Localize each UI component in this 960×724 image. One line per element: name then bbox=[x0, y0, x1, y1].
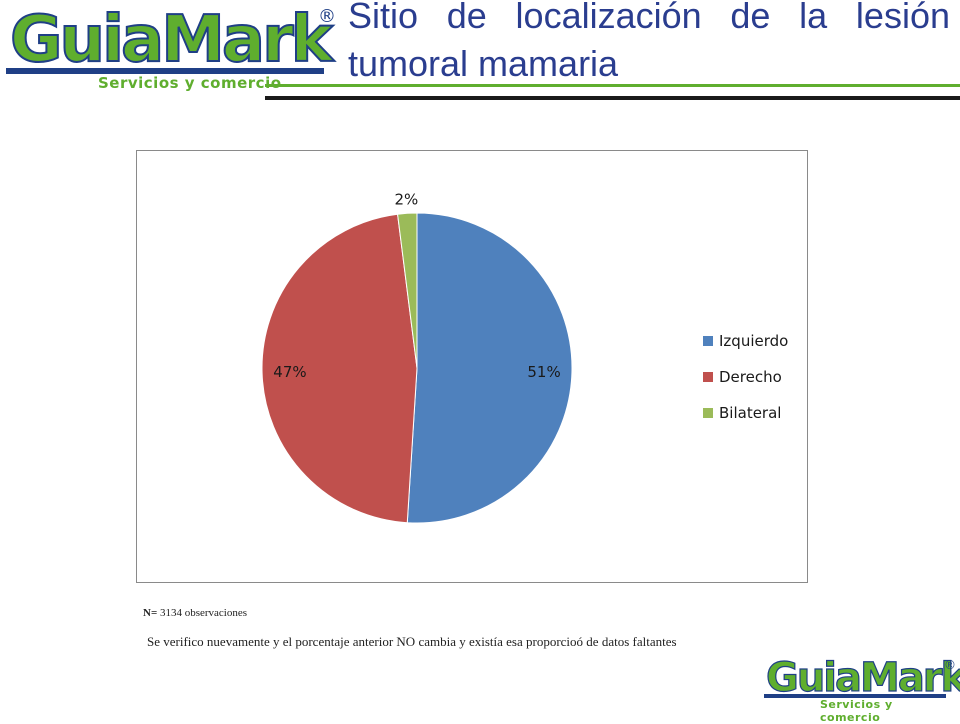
pie-chart: 51% 47% 2% bbox=[261, 190, 573, 524]
legend-label: Bilateral bbox=[719, 404, 782, 422]
sample-size-note: N= 3134 observaciones bbox=[143, 607, 247, 619]
n-label: N= bbox=[143, 607, 158, 619]
pie-chart-frame: 51% 47% 2% Izquierdo Derecho Bilateral bbox=[136, 150, 808, 583]
title-line-2: tumoral mamaria bbox=[348, 43, 619, 84]
pie-slice-izquierdo bbox=[406, 212, 573, 524]
logo-wordmark: GuiaMark bbox=[9, 3, 334, 77]
legend-swatch bbox=[703, 336, 713, 346]
chart-legend: Izquierdo Derecho Bilateral bbox=[703, 323, 788, 431]
guiamark-logo-footer: GuiaMark ® Servicios y comercio bbox=[764, 655, 960, 724]
legend-label: Derecho bbox=[719, 368, 782, 386]
footnote: Se verifico nuevamente y el porcentaje a… bbox=[147, 634, 677, 649]
pie-slice-bilateral bbox=[397, 212, 418, 369]
legend-item-derecho: Derecho bbox=[703, 359, 788, 395]
logo-underline bbox=[6, 68, 324, 74]
guiamark-logo: GuiaMark ® Servicios y comercio bbox=[6, 3, 336, 94]
title-line-1: Sitio de localización de la lesión bbox=[348, 0, 950, 36]
logo-subtitle: Servicios y comercio bbox=[98, 74, 282, 92]
legend-label: Izquierdo bbox=[719, 332, 789, 350]
header-rule-black bbox=[265, 96, 960, 100]
header-rule-green bbox=[265, 84, 960, 87]
registered-mark: ® bbox=[944, 658, 956, 672]
logo-underline bbox=[764, 694, 946, 698]
legend-swatch bbox=[703, 408, 713, 418]
logo-subtitle: Servicios y comercio bbox=[820, 698, 893, 724]
data-label-izquierdo: 51% bbox=[527, 363, 560, 381]
legend-item-izquierdo: Izquierdo bbox=[703, 323, 788, 359]
legend-item-bilateral: Bilateral bbox=[703, 395, 788, 431]
legend-swatch bbox=[703, 372, 713, 382]
logo-wordmark: GuiaMark bbox=[765, 655, 960, 701]
slide-title: Sitio de localización de la lesión tumor… bbox=[348, 0, 950, 88]
data-label-derecho: 47% bbox=[273, 363, 306, 381]
data-label-bilateral: 2% bbox=[394, 190, 418, 208]
registered-mark: ® bbox=[318, 6, 336, 27]
n-value: 3134 observaciones bbox=[159, 607, 248, 619]
pie-slice-derecho bbox=[261, 213, 418, 524]
